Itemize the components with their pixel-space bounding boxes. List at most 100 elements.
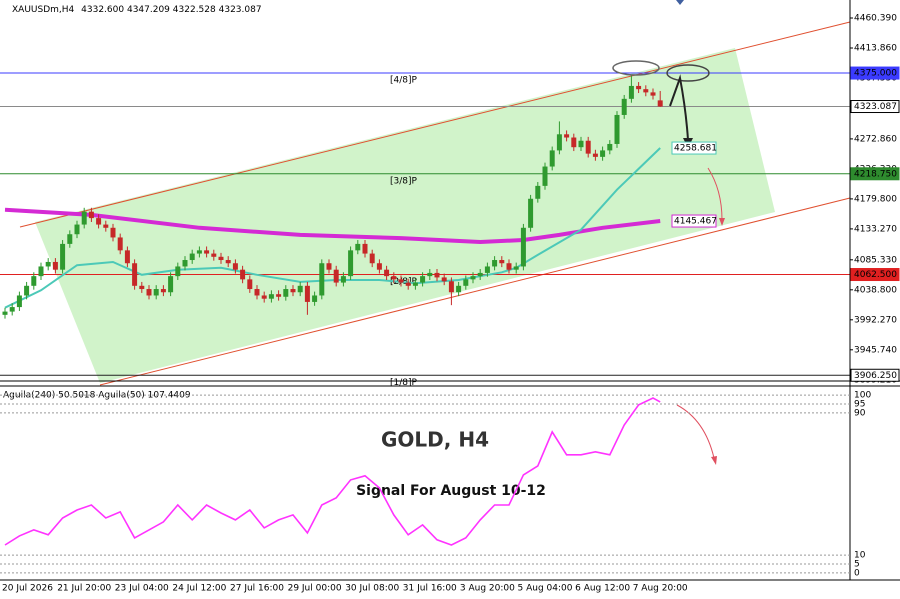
candle-body	[88, 211, 94, 219]
candle-body	[283, 289, 289, 297]
candle-body	[196, 250, 202, 254]
level-tag: [4/8]P	[390, 76, 418, 86]
y-tick-label: 3992.270	[854, 315, 897, 325]
x-tick-label: 24 Jul 12:00	[172, 584, 226, 594]
candle-body	[31, 276, 37, 286]
indicator-tick-label: 10	[854, 551, 866, 561]
candle-body	[506, 263, 512, 270]
candle-body	[117, 237, 123, 251]
level-label: 3906.250	[854, 371, 897, 381]
candle-body	[369, 253, 375, 264]
candle-body	[492, 260, 498, 267]
candle-body	[355, 243, 361, 251]
level-label: 4375.000	[854, 69, 897, 79]
projection-arrow	[669, 74, 689, 141]
indicator-tick-label: 5	[854, 560, 860, 570]
indicator-tick-label: 90	[854, 408, 866, 418]
candle-body	[268, 294, 274, 299]
arrow-head	[711, 456, 717, 465]
candle-body	[160, 289, 166, 293]
candle-body	[621, 98, 627, 115]
candle-body	[96, 218, 102, 225]
x-tick-label: 30 Jul 08:00	[345, 584, 399, 594]
x-tick-label: 7 Aug 20:00	[633, 584, 688, 594]
candle-body	[290, 289, 296, 293]
level-box	[850, 66, 900, 80]
marker	[676, 0, 684, 5]
candle-body	[139, 285, 145, 290]
y-tick-label: 4085.330	[854, 255, 897, 265]
candle-body	[564, 134, 570, 138]
candle-body	[132, 263, 138, 286]
value-box	[671, 141, 717, 155]
candle-body	[535, 185, 541, 199]
candle-body	[52, 261, 58, 270]
candle-body	[261, 295, 267, 299]
candle-body	[232, 263, 238, 270]
level-box	[850, 167, 900, 181]
candle-body	[211, 253, 217, 257]
value-box	[671, 214, 717, 228]
candle-body	[218, 256, 224, 261]
candles-layer	[2, 74, 663, 319]
candle-body	[340, 276, 346, 283]
candle-body	[362, 243, 368, 254]
candle-body	[297, 285, 303, 293]
y-tick-label: 4038.800	[854, 285, 897, 295]
arrow-head	[719, 218, 725, 226]
candle-body	[240, 269, 246, 280]
y-tick-label: 4460.390	[854, 13, 897, 23]
level-box	[850, 268, 900, 282]
candle-body	[614, 114, 620, 144]
level-label: 4218.750	[854, 169, 897, 179]
indicator-line	[4, 397, 661, 546]
candle-body	[549, 150, 555, 167]
candle-body	[38, 266, 44, 277]
projection-arrow	[676, 404, 715, 459]
candle-body	[420, 276, 426, 283]
candle-body	[2, 311, 8, 315]
candle-body	[254, 289, 260, 296]
candle-body	[81, 211, 87, 225]
ohlc-high: 4347.209	[127, 5, 170, 15]
candle-body	[499, 260, 505, 264]
candle-body	[470, 276, 476, 280]
candle-body	[9, 307, 15, 312]
candle-body	[60, 243, 66, 270]
candle-body	[247, 279, 253, 290]
y-tick-label: 4272.860	[854, 134, 897, 144]
candle-body	[225, 260, 231, 264]
x-tick-label: 3 Aug 20:00	[460, 584, 515, 594]
candle-body	[45, 261, 51, 267]
indicator-tick-label: 0	[854, 568, 860, 578]
candle-body	[520, 227, 526, 267]
candle-body	[376, 263, 382, 270]
candle-body	[542, 166, 548, 186]
annotation-title: GOLD, H4	[381, 428, 489, 452]
level-label: 4062.500	[854, 270, 897, 280]
candle-body	[110, 227, 116, 238]
candle-body	[556, 134, 562, 151]
candle-body	[391, 276, 397, 280]
channel-area	[35, 48, 775, 383]
y-tick-label: 4413.860	[854, 43, 897, 53]
candle-body	[650, 92, 656, 96]
value-label: 4145.467	[674, 217, 717, 227]
ohlc-low: 4322.528	[173, 5, 216, 15]
moving-average	[4, 207, 661, 245]
x-tick-label: 31 Jul 16:00	[403, 584, 457, 594]
level-tag: [1/8]P	[390, 378, 418, 388]
candle-body	[348, 250, 354, 277]
candle-body	[304, 285, 310, 302]
candle-body	[657, 100, 663, 107]
annotation-subtitle: Signal For August 10-12	[356, 483, 546, 499]
projection-arrow	[707, 167, 723, 221]
channel-upper	[19, 21, 851, 228]
candle-body	[103, 224, 109, 228]
y-tick-label: 4179.800	[854, 194, 897, 204]
symbol: XAUUSDm,H4	[12, 5, 75, 15]
ohlc-open: 4332.600	[81, 5, 124, 15]
candle-body	[74, 224, 80, 235]
candle-body	[448, 281, 454, 293]
